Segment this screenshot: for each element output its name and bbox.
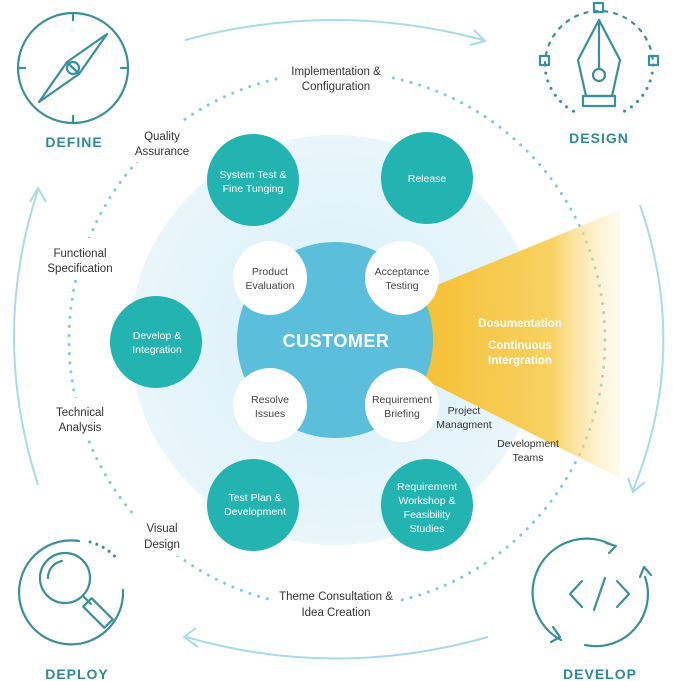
white-nodes bbox=[233, 241, 439, 442]
acceptance-testing-label-1: Acceptance bbox=[375, 266, 430, 278]
requirement-workshop-label-2: Workshop & bbox=[399, 495, 456, 507]
ring-label-project-1: Project bbox=[448, 405, 481, 417]
beam-label-continuous: Continuous bbox=[488, 340, 552, 352]
label-design: DESIGN bbox=[569, 130, 629, 146]
ring-label-dev-teams-1: Development bbox=[497, 438, 559, 450]
arrow-top bbox=[184, 19, 484, 41]
resolve-issues-label-2: Issues bbox=[255, 408, 285, 420]
system-test-label-2: Fine Tunging bbox=[223, 183, 284, 195]
release-label: Release bbox=[408, 173, 447, 185]
ring-label-implementation-1: Implementation & bbox=[291, 66, 381, 78]
arrow-bottom bbox=[185, 636, 489, 660]
label-develop: DEVELOP bbox=[563, 666, 637, 681]
ring-label-quality-2: Assurance bbox=[135, 146, 189, 158]
acceptance-testing-label-2: Testing bbox=[385, 280, 418, 292]
product-evaluation-label-2: Evaluation bbox=[245, 280, 294, 292]
test-plan-label-1: Test Plan & bbox=[228, 492, 281, 504]
node-system-test bbox=[207, 134, 299, 226]
customer-label: CUSTOMER bbox=[283, 331, 390, 351]
ring-label-theme-1: Theme Consultation & bbox=[279, 591, 393, 603]
ring-label-dev-teams-2: Teams bbox=[513, 452, 544, 464]
node-product-evaluation bbox=[233, 241, 307, 315]
ring-label-technical-2: Analysis bbox=[59, 422, 102, 434]
beam-label-documentation: Dosumentation bbox=[478, 318, 562, 330]
requirement-workshop-label-3: Feasibility bbox=[404, 509, 451, 521]
ring-label-functional-1: Functional bbox=[53, 248, 106, 260]
develop-integration-label-2: Integration bbox=[132, 344, 182, 356]
develop-integration-label-1: Develop & bbox=[133, 330, 181, 342]
resolve-issues-label-1: Resolve bbox=[251, 394, 289, 406]
beam-label-integration: Intergration bbox=[488, 355, 552, 367]
arrow-left-head bbox=[29, 185, 47, 203]
ring-label-functional-2: Specification bbox=[47, 263, 112, 275]
corner-icons bbox=[16, 1, 660, 648]
node-develop-integration bbox=[110, 296, 202, 388]
code-icon bbox=[531, 537, 653, 648]
arrow-top-head bbox=[469, 29, 487, 46]
node-requirement-workshop bbox=[381, 459, 473, 551]
magnifier-icon bbox=[17, 539, 125, 646]
ring-label-visual-2: Design bbox=[144, 539, 180, 551]
arrow-right bbox=[632, 204, 665, 491]
node-acceptance-testing bbox=[365, 241, 439, 315]
ring-label-quality-1: Quality bbox=[144, 131, 180, 143]
requirement-briefing-label-1: Requirement bbox=[372, 394, 432, 406]
requirement-briefing-label-2: Briefing bbox=[384, 408, 420, 420]
product-evaluation-label-1: Product bbox=[252, 266, 288, 278]
label-deploy: DEPLOY bbox=[45, 666, 109, 681]
outer-cycle-arrows bbox=[13, 19, 665, 660]
compass-icon bbox=[16, 11, 130, 125]
integration-beam bbox=[425, 210, 620, 478]
node-test-plan bbox=[207, 459, 299, 551]
test-plan-label-2: Development bbox=[224, 506, 286, 518]
node-release bbox=[381, 132, 473, 224]
requirement-workshop-label-4: Studies bbox=[409, 523, 444, 535]
ring-label-project-2: Managment bbox=[436, 419, 492, 431]
pen-nib-icon bbox=[538, 1, 660, 114]
ring-label-theme-2: Idea Creation bbox=[301, 607, 370, 619]
node-requirement-briefing bbox=[365, 368, 439, 442]
teal-nodes bbox=[110, 132, 473, 551]
ring-label-implementation-2: Configuration bbox=[302, 81, 370, 93]
ring-label-visual-1: Visual bbox=[146, 523, 177, 535]
ring-label-technical-1: Technical bbox=[56, 407, 104, 419]
node-resolve-issues bbox=[233, 368, 307, 442]
requirement-workshop-label-1: Requirement bbox=[397, 481, 457, 493]
arrow-right-head bbox=[627, 477, 646, 494]
arrow-left bbox=[13, 189, 39, 486]
system-test-label-1: System Test & bbox=[220, 169, 287, 181]
ring-label-gaps bbox=[40, 58, 400, 624]
label-define: DEFINE bbox=[45, 134, 102, 150]
arrow-bottom-head bbox=[182, 627, 199, 648]
